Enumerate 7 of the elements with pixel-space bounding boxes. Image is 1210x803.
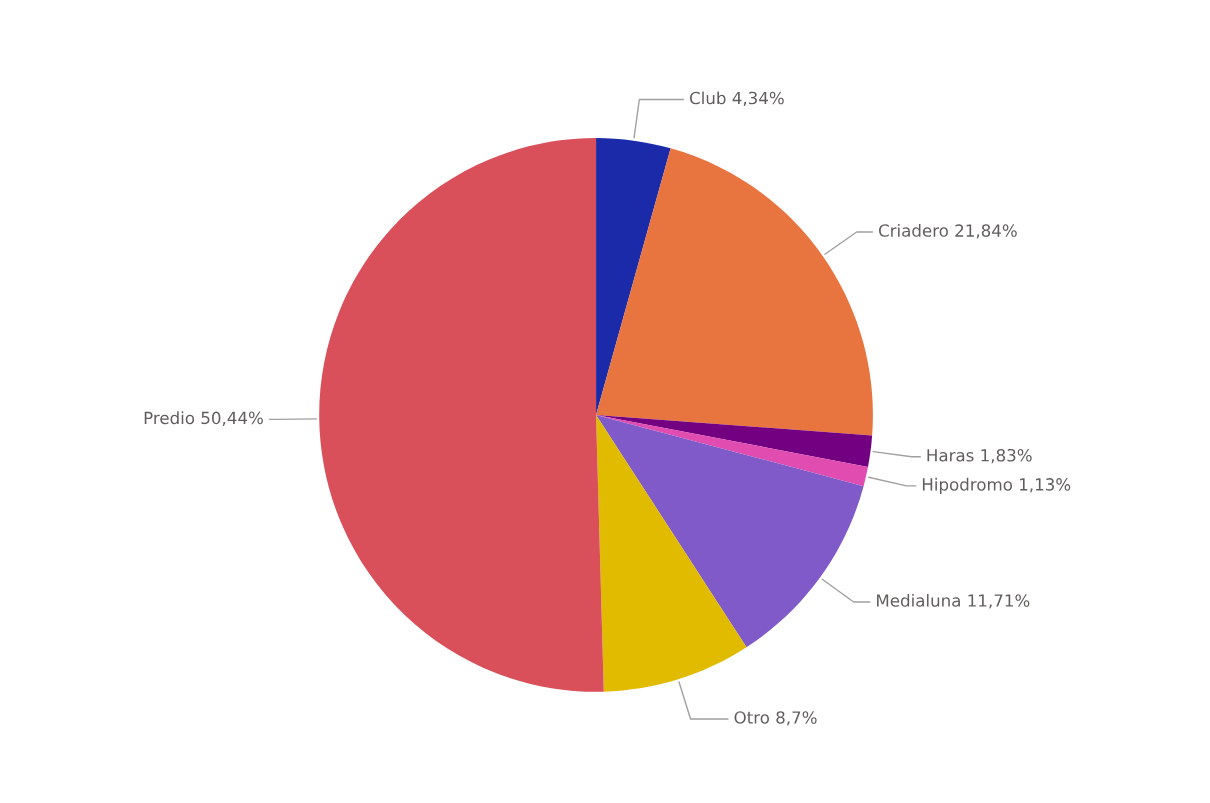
slice-label: Hipodromo 1,13% xyxy=(922,477,1071,494)
slice-label: Medialuna 11,71% xyxy=(877,593,1030,609)
slice-label: Otro 8,7% xyxy=(734,711,817,726)
slice-label: Haras 1,83% xyxy=(927,448,1032,464)
slice-label: Predio 50,44% xyxy=(144,411,263,426)
slice-label: Club 4,34% xyxy=(689,91,784,107)
slice-label: Criadero 21,84% xyxy=(878,223,1017,239)
